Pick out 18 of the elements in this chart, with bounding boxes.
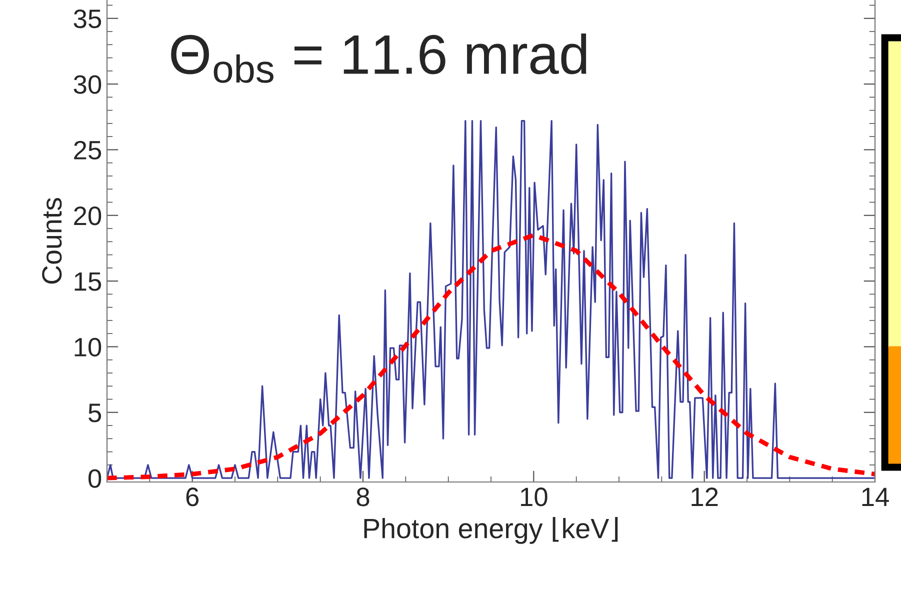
y-tick-label: 20: [74, 206, 102, 226]
y-tick-label: 35: [74, 10, 102, 28]
line-series: [107, 120, 875, 479]
y-tick-label: 25: [74, 140, 102, 160]
x-axis-title: Photon energy ⌊keV⌋: [364, 517, 618, 544]
x-tick-label: 6: [186, 488, 199, 506]
y-tick-label: 15: [74, 272, 102, 291]
y-tick-label: 10: [74, 338, 102, 357]
line-series: [107, 232, 875, 480]
y-axis-title: Counts: [42, 198, 62, 284]
annotation: Θ$_{obs}$ = 11.6 mrad: [171, 33, 586, 83]
x-tick-label: 14: [862, 488, 889, 506]
x-tick-label: 8: [356, 488, 370, 506]
x-tick-label: 12: [692, 488, 718, 506]
x-tick-label: 10: [521, 488, 548, 506]
y-tick-label: 5: [88, 404, 102, 422]
y-tick-label: 0: [88, 469, 102, 488]
y-tick-label: 30: [74, 75, 102, 94]
